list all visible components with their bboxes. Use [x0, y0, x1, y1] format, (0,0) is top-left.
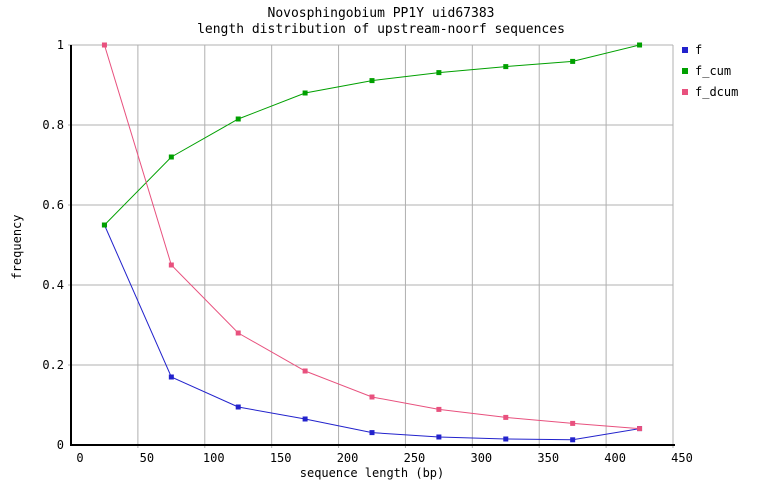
- data-point-f: [235, 404, 241, 410]
- legend-label-f-cum: f_cum: [695, 63, 732, 78]
- data-point-f_cum: [101, 222, 107, 228]
- legend-marker-f-cum: [682, 67, 688, 74]
- data-point-f: [168, 374, 174, 380]
- data-point-f_dcum: [369, 394, 375, 400]
- x-tick-label: 350: [537, 451, 559, 465]
- series-line-f: [103, 224, 640, 441]
- x-tick-label: 50: [140, 451, 154, 465]
- x-tick-label: 0: [76, 451, 83, 465]
- data-point-f_dcum: [503, 414, 509, 420]
- legend-label-f: f: [695, 42, 703, 57]
- y-axis-label: frequency: [10, 214, 24, 280]
- data-point-f_dcum: [235, 330, 241, 336]
- data-point-f_dcum: [570, 420, 576, 426]
- legend-label-f-dcum: f_dcum: [695, 84, 739, 99]
- chart-title-line2: length distribution of upstream-noorf se…: [197, 22, 565, 37]
- y-tick-label: 0.4: [42, 278, 64, 292]
- data-point-f: [369, 430, 375, 436]
- data-point-f_cum: [503, 64, 509, 70]
- y-tick-label: 0.6: [42, 198, 64, 212]
- legend-marker-f-dcum: [682, 88, 688, 95]
- y-tick-label: 1: [57, 38, 64, 52]
- x-tick-label: 250: [404, 451, 426, 465]
- data-point-f_cum: [168, 154, 174, 160]
- data-point-f_dcum: [302, 368, 308, 374]
- legend: f f_cum f_dcum: [682, 39, 738, 102]
- y-tick-label: 0: [57, 438, 64, 452]
- data-point-f_cum: [369, 78, 375, 84]
- legend-item-f-dcum: f_dcum: [682, 81, 738, 102]
- chart-title-line1: Novosphingobium PP1Y uid67383: [267, 6, 495, 21]
- legend-marker-f: [682, 46, 688, 53]
- data-point-f_dcum: [101, 42, 107, 48]
- x-tick-label: 400: [604, 451, 626, 465]
- data-point-f_dcum: [436, 406, 442, 412]
- data-point-f_cum: [235, 116, 241, 122]
- x-tick-label: 450: [671, 451, 693, 465]
- x-axis-label: sequence length (bp): [299, 466, 445, 480]
- data-point-f_cum: [436, 70, 442, 76]
- legend-item-f: f: [682, 39, 738, 60]
- x-tick-label: 200: [337, 451, 359, 465]
- x-tick-label: 150: [270, 451, 292, 465]
- legend-item-f-cum: f_cum: [682, 60, 738, 81]
- data-point-f: [302, 416, 308, 422]
- data-point-f: [503, 436, 509, 442]
- data-point-f_cum: [302, 90, 308, 96]
- data-point-f_dcum: [168, 262, 174, 268]
- y-tick-label: 0.2: [42, 358, 64, 372]
- y-tick-label: 0.8: [42, 118, 64, 132]
- data-point-f: [436, 434, 442, 440]
- series-line-f_cum: [104, 44, 640, 226]
- data-point-f: [570, 437, 576, 443]
- chart-title: Novosphingobium PP1Y uid67383 length dis…: [0, 6, 762, 38]
- data-point-f_cum: [637, 42, 643, 48]
- data-point-f_dcum: [637, 426, 643, 432]
- data-point-f_cum: [570, 58, 576, 64]
- series-line-f_dcum: [103, 44, 640, 430]
- x-tick-label: 300: [470, 451, 492, 465]
- x-tick-label: 100: [203, 451, 225, 465]
